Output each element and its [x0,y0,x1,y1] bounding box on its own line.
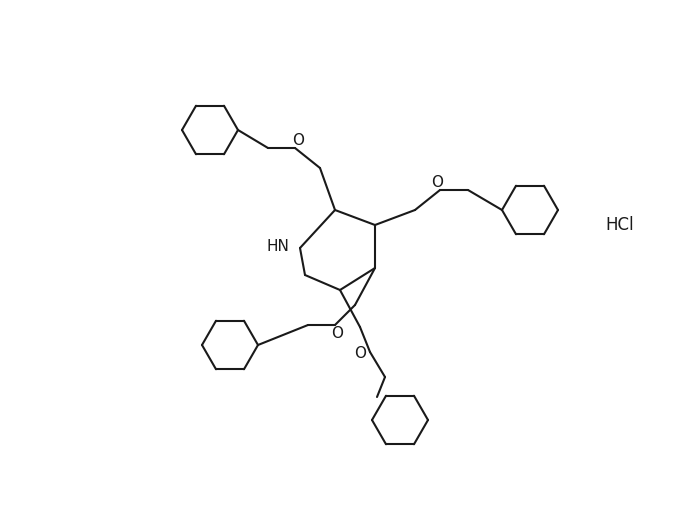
Text: O: O [331,327,343,342]
Text: O: O [431,175,443,189]
Text: O: O [292,133,304,148]
Text: HCl: HCl [606,216,634,234]
Text: HN: HN [267,239,290,254]
Text: O: O [354,346,366,361]
